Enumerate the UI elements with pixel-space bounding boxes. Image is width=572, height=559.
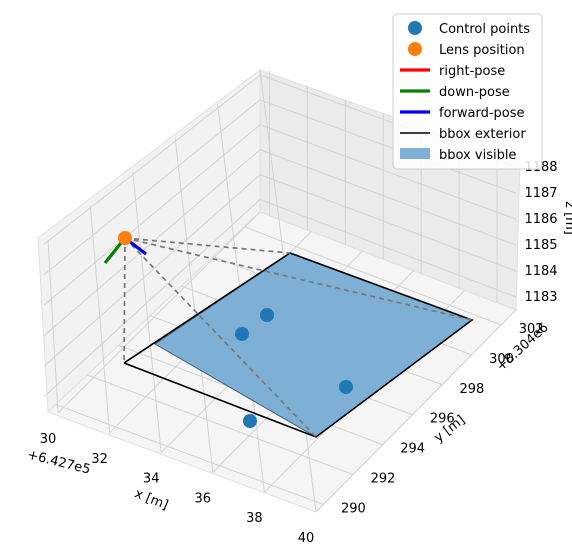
view-ray bbox=[124, 237, 291, 254]
y-tick-label: 296 bbox=[430, 412, 455, 427]
control-point bbox=[339, 380, 353, 394]
z-tick-label: 1186 bbox=[524, 212, 557, 227]
x-tick-label: 40 bbox=[298, 531, 315, 546]
control-point bbox=[260, 308, 274, 322]
y-tick-label: 292 bbox=[371, 472, 396, 487]
legend-marker-lens-position bbox=[408, 42, 422, 56]
z-grid-line bbox=[259, 149, 517, 246]
y-grid-line bbox=[55, 404, 324, 505]
x-grid-line bbox=[174, 137, 214, 473]
lens-position-point bbox=[118, 231, 132, 245]
z-grid-line bbox=[43, 74, 261, 245]
z-grid-line bbox=[259, 124, 517, 220]
z-tick-label: 1183 bbox=[524, 290, 557, 305]
legend-label: down-pose bbox=[439, 85, 510, 100]
z-grid-line bbox=[259, 199, 517, 298]
z-tick-label: 1184 bbox=[524, 264, 557, 279]
x-tick-label: 30 bbox=[40, 432, 57, 447]
legend-patch-bbox-visible bbox=[400, 148, 430, 159]
legend-label: Control points bbox=[439, 22, 530, 37]
view-ray bbox=[123, 237, 126, 364]
y-tick-label: 302 bbox=[519, 322, 544, 337]
legend-label: Lens position bbox=[439, 43, 525, 58]
z-grid-line bbox=[43, 99, 261, 276]
legend: Control points Lens position right-pose … bbox=[392, 13, 543, 170]
x-grid-line bbox=[57, 211, 261, 414]
z-tick-label: 1185 bbox=[524, 238, 557, 253]
x-tick-label: 34 bbox=[143, 472, 160, 487]
z-tick-label: 1187 bbox=[524, 186, 557, 201]
control-point bbox=[243, 414, 257, 428]
view-ray bbox=[124, 237, 317, 438]
z-grid-line bbox=[259, 99, 517, 194]
x-grid-line bbox=[89, 205, 111, 433]
legend-label: bbox exterior bbox=[439, 127, 526, 142]
view-ray bbox=[124, 237, 473, 321]
x-grid-line bbox=[132, 171, 162, 453]
view-rays bbox=[123, 237, 473, 438]
z-grid-line bbox=[43, 124, 261, 306]
y-grid-line bbox=[87, 374, 354, 476]
x-tick-label: 36 bbox=[195, 491, 212, 506]
y-tick-label: 298 bbox=[460, 382, 485, 397]
legend-label: forward-pose bbox=[439, 106, 525, 121]
y-grid-line bbox=[244, 226, 502, 326]
control-point bbox=[235, 327, 249, 341]
x-offset-label: +6.427e5 bbox=[26, 448, 92, 478]
z-grid-line bbox=[259, 174, 517, 272]
x-grid-line bbox=[47, 239, 59, 414]
z-axis-label: z [m] bbox=[562, 201, 572, 235]
z-grid-line bbox=[43, 149, 261, 337]
z-grid-line bbox=[43, 199, 261, 398]
x-tick-label: 38 bbox=[246, 511, 263, 526]
y-tick-label: 300 bbox=[489, 352, 514, 367]
bbox-exterior-line bbox=[123, 252, 474, 438]
z-grid-line bbox=[43, 174, 261, 367]
legend-box bbox=[392, 13, 543, 170]
legend-label: bbox visible bbox=[439, 148, 516, 163]
y-tick-label: 294 bbox=[400, 442, 425, 457]
legend-marker-control-points bbox=[408, 21, 422, 35]
legend-label: right-pose bbox=[439, 64, 505, 79]
x-axis-label: x [m] bbox=[132, 486, 170, 513]
y-tick-label: 290 bbox=[341, 502, 366, 517]
x-grid-line bbox=[315, 309, 517, 513]
x-tick-label: 32 bbox=[91, 452, 108, 467]
